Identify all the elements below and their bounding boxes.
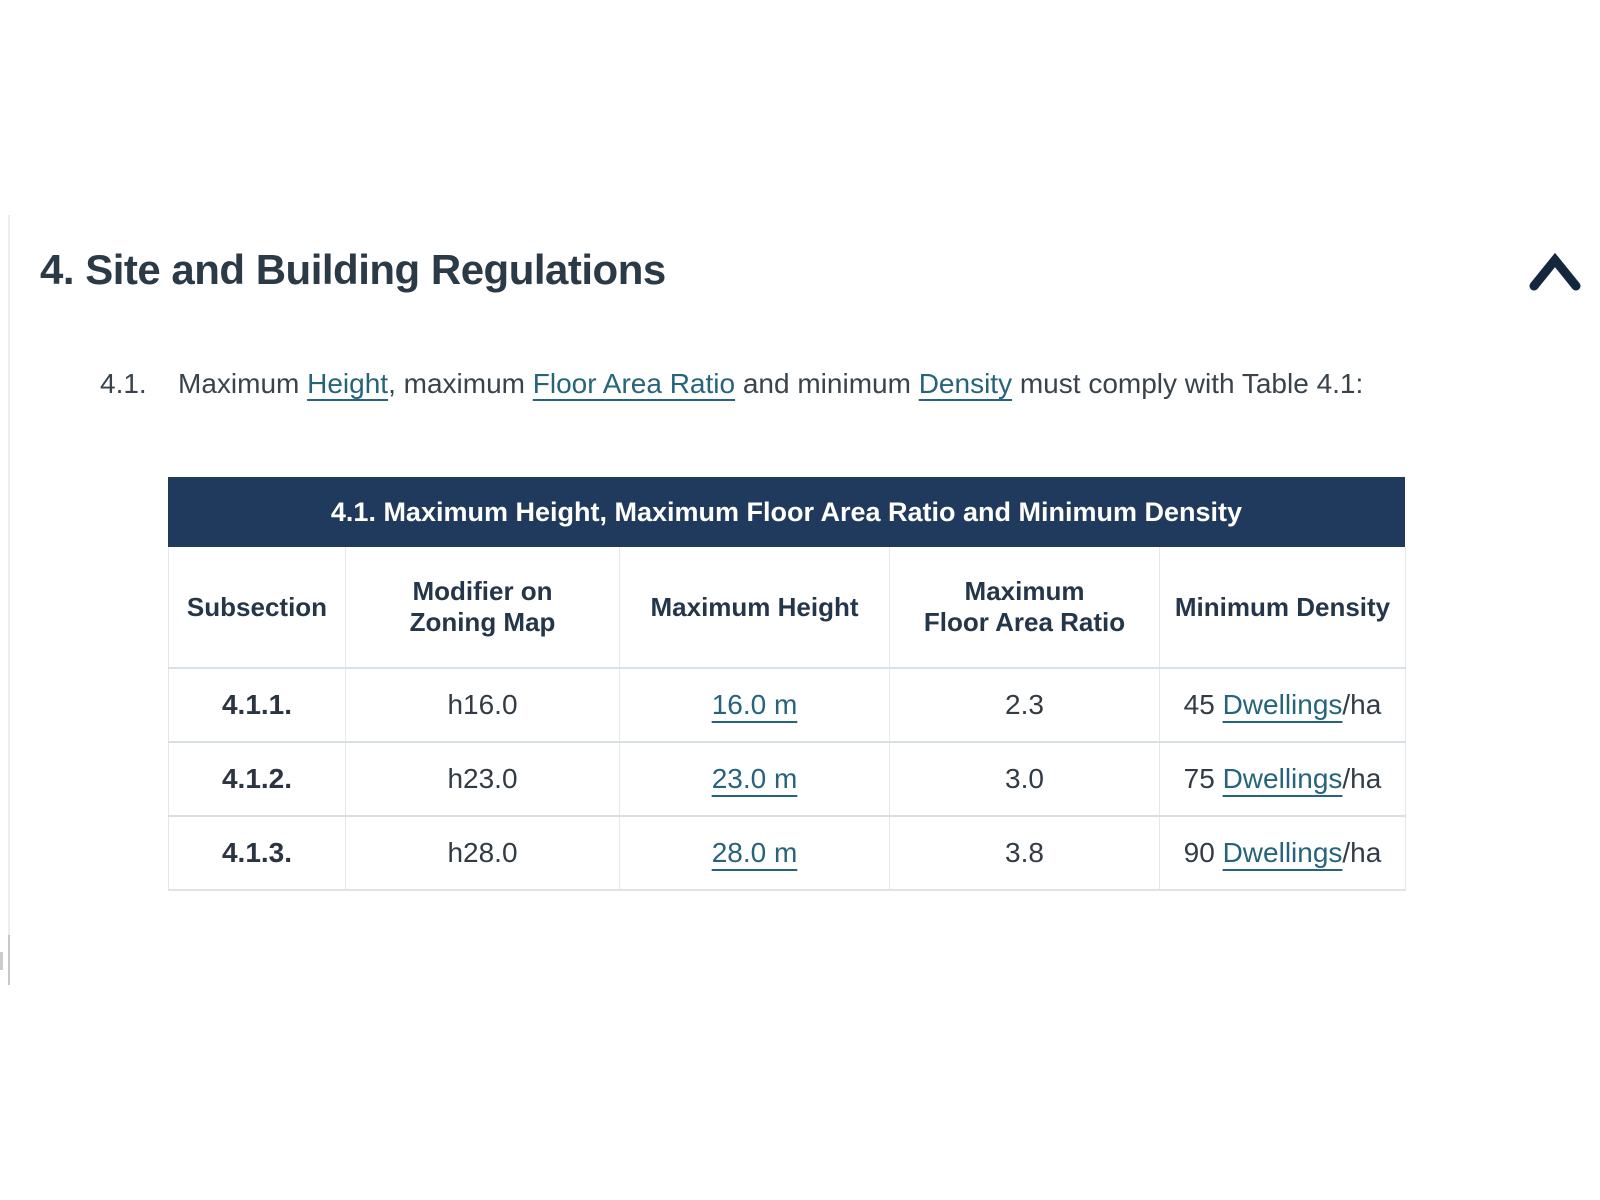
- cell-max-far: 3.0: [889, 741, 1160, 816]
- cell-subsection: 4.1.1.: [168, 667, 346, 742]
- table-row: 4.1.1. h16.0 16.0 m 2.3 45 Dwellings/ha: [168, 667, 1406, 742]
- max-height-link[interactable]: 16.0 m: [711, 689, 798, 720]
- cell-min-density: 75 Dwellings/ha: [1159, 741, 1406, 816]
- cell-min-density: 45 Dwellings/ha: [1159, 667, 1406, 742]
- cell-modifier: h16.0: [345, 667, 620, 742]
- cell-max-far: 3.8: [889, 815, 1160, 890]
- left-edge-mark: [0, 952, 3, 970]
- clause-4-1: 4.1. Maximum Height, maximum Floor Area …: [100, 366, 1500, 402]
- max-height-link[interactable]: 23.0 m: [711, 763, 798, 794]
- cell-max-height: 28.0 m: [619, 815, 890, 890]
- col-header-max-height: Maximum Height: [619, 547, 890, 668]
- collapse-section-button[interactable]: [1526, 250, 1584, 294]
- table-row: 4.1.3. h28.0 28.0 m 3.8 90 Dwellings/ha: [168, 815, 1406, 890]
- table-4-1: 4.1. Maximum Height, Maximum Floor Area …: [168, 477, 1406, 891]
- floor-area-ratio-link[interactable]: Floor Area Ratio: [532, 368, 736, 399]
- density-unit: /ha: [1342, 763, 1382, 794]
- dwellings-link[interactable]: Dwellings: [1222, 689, 1343, 720]
- table-header-row: Subsection Modifier on Zoning Map Maximu…: [169, 547, 1406, 668]
- clause-segment: and minimum: [735, 368, 919, 399]
- col-header-min-density: Minimum Density: [1159, 547, 1406, 668]
- cell-subsection: 4.1.2.: [168, 741, 346, 816]
- height-link[interactable]: Height: [307, 368, 389, 399]
- col-header-subsection: Subsection: [186, 591, 328, 622]
- chevron-up-icon: [1529, 252, 1581, 291]
- density-unit: /ha: [1342, 689, 1382, 720]
- density-unit: /ha: [1342, 837, 1382, 868]
- density-value: 75: [1183, 763, 1223, 794]
- density-value: 90: [1183, 837, 1223, 868]
- density-value: 45: [1183, 689, 1223, 720]
- cell-max-far: 2.3: [889, 667, 1160, 742]
- left-scrollbar-track: [8, 215, 10, 985]
- clause-text: Maximum Height, maximum Floor Area Ratio…: [178, 366, 1363, 402]
- cell-subsection: 4.1.3.: [168, 815, 346, 890]
- table-title: 4.1. Maximum Height, Maximum Floor Area …: [168, 477, 1405, 547]
- cell-min-density: 90 Dwellings/ha: [1159, 815, 1406, 890]
- clause-segment: , maximum: [388, 368, 533, 399]
- clause-segment: Maximum: [178, 368, 308, 399]
- density-link[interactable]: Density: [918, 368, 1013, 399]
- max-height-link[interactable]: 28.0 m: [711, 837, 798, 868]
- cell-max-height: 16.0 m: [619, 667, 890, 742]
- clause-number: 4.1.: [100, 368, 147, 399]
- col-header-max-far: Maximum Floor Area Ratio: [889, 547, 1160, 668]
- section-heading: 4. Site and Building Regulations: [40, 246, 666, 293]
- cell-modifier: h23.0: [345, 741, 620, 816]
- dwellings-link[interactable]: Dwellings: [1222, 837, 1343, 868]
- regulations-table: Subsection Modifier on Zoning Map Maximu…: [168, 547, 1406, 891]
- col-header-modifier: Modifier on Zoning Map: [345, 547, 620, 668]
- table-row: 4.1.2. h23.0 23.0 m 3.0 75 Dwellings/ha: [168, 741, 1406, 816]
- left-scrollbar-thumb[interactable]: [8, 935, 10, 985]
- cell-max-height: 23.0 m: [619, 741, 890, 816]
- dwellings-link[interactable]: Dwellings: [1222, 763, 1343, 794]
- clause-segment: must comply with Table 4.1:: [1012, 368, 1364, 399]
- cell-modifier: h28.0: [345, 815, 620, 890]
